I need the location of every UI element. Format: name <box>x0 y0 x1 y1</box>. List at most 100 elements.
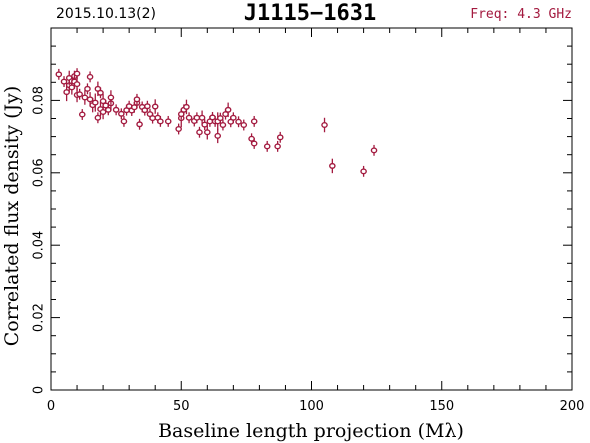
data-marker <box>120 118 128 125</box>
data-marker <box>175 125 182 132</box>
data-marker <box>248 135 255 142</box>
data-marker <box>370 147 378 154</box>
data-marker <box>81 94 89 101</box>
observation-date: 2015.10.13(2) <box>56 6 156 22</box>
data-point <box>230 112 237 124</box>
data-marker <box>94 114 102 121</box>
data-point <box>370 144 378 156</box>
data-marker <box>193 114 201 121</box>
data-marker <box>217 115 224 122</box>
data-point <box>198 110 206 126</box>
data-point <box>250 115 258 127</box>
y-tick-label: 0 <box>32 386 47 394</box>
frequency-label: Freq: 4.3 GHz <box>470 7 572 22</box>
data-point <box>86 71 94 83</box>
data-point <box>118 108 125 120</box>
data-marker <box>235 118 242 125</box>
data-point <box>196 126 203 138</box>
data-point <box>274 140 281 152</box>
data-marker <box>133 96 141 103</box>
data-point <box>73 76 81 92</box>
data-point <box>94 112 102 124</box>
data-point <box>360 165 367 177</box>
data-marker <box>151 103 159 110</box>
data-point <box>250 138 258 149</box>
x-tick-label: 100 <box>299 399 324 414</box>
data-marker <box>136 121 143 128</box>
data-marker <box>203 129 211 136</box>
data-marker <box>73 81 81 88</box>
data-point <box>235 116 242 128</box>
data-marker <box>274 143 281 150</box>
data-marker <box>97 89 104 96</box>
data-marker <box>76 91 83 98</box>
data-marker <box>321 122 328 129</box>
y-tick-label: 0.04 <box>32 231 47 260</box>
data-marker <box>276 134 284 141</box>
plot-frame <box>50 27 573 391</box>
data-marker <box>78 111 86 118</box>
data-points <box>55 68 378 177</box>
data-point <box>97 87 104 99</box>
data-marker <box>99 108 107 115</box>
data-point <box>73 68 81 80</box>
data-point <box>164 115 172 127</box>
data-marker <box>230 114 237 121</box>
data-marker <box>112 106 120 113</box>
data-point <box>81 90 89 105</box>
data-point <box>157 115 164 127</box>
data-point <box>185 112 193 124</box>
data-point <box>263 140 271 152</box>
data-marker <box>63 89 70 96</box>
data-marker <box>250 118 258 125</box>
data-point <box>107 90 115 105</box>
data-point <box>151 99 159 114</box>
data-marker <box>86 73 94 80</box>
data-marker <box>360 168 367 175</box>
data-point <box>84 83 91 95</box>
data-marker <box>263 143 271 150</box>
data-point <box>224 102 232 118</box>
data-point <box>217 112 224 124</box>
data-marker <box>240 122 248 129</box>
y-tick-label: 0.02 <box>32 303 47 332</box>
data-marker <box>149 115 156 122</box>
data-marker <box>157 118 164 125</box>
data-point <box>136 118 143 130</box>
x-tick-label: 200 <box>560 399 585 414</box>
data-point <box>183 99 190 115</box>
data-point <box>201 119 208 131</box>
data-point <box>112 104 120 116</box>
data-marker <box>198 114 206 121</box>
data-marker <box>144 103 151 110</box>
tick-labels: 0 50 100 150 200 0 0.02 0.04 0.06 0.08 <box>32 86 585 414</box>
y-tick-label: 0.06 <box>32 158 47 187</box>
data-marker <box>201 121 208 128</box>
data-point <box>175 123 182 135</box>
data-point <box>144 100 151 112</box>
data-point <box>78 109 86 120</box>
data-point <box>91 93 99 112</box>
data-point <box>68 80 76 95</box>
data-marker <box>73 70 81 77</box>
data-marker <box>105 106 112 113</box>
data-point <box>60 76 68 88</box>
data-marker <box>214 132 222 139</box>
data-point <box>133 93 141 105</box>
data-point <box>203 125 211 140</box>
data-marker <box>183 103 190 110</box>
data-marker <box>329 162 336 169</box>
data-point <box>120 115 128 127</box>
y-tick-label: 0.08 <box>32 86 47 115</box>
y-axis-label: Correlated flux density (Jy) <box>1 86 23 347</box>
data-marker <box>55 71 63 78</box>
x-tick-label: 150 <box>429 399 454 414</box>
data-point <box>329 158 336 174</box>
data-marker <box>219 122 227 129</box>
data-marker <box>164 118 172 125</box>
data-marker <box>118 110 125 117</box>
data-marker <box>107 94 115 101</box>
data-marker <box>68 84 76 91</box>
